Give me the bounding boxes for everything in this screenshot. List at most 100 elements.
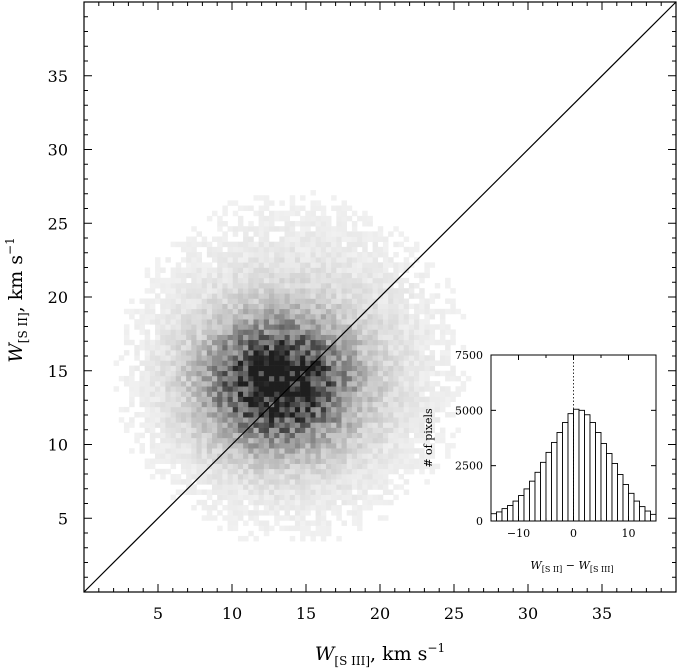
density-cell [336, 406, 342, 413]
density-cell [217, 489, 223, 495]
density-cell [284, 288, 291, 294]
density-cell [149, 437, 156, 444]
density-cell [434, 396, 441, 403]
density-cell [341, 468, 347, 475]
density-cell [320, 463, 327, 470]
density-cell [351, 298, 358, 304]
density-cell [445, 453, 451, 459]
density-cell [377, 344, 384, 351]
density-cell [424, 272, 430, 279]
density-cell [279, 381, 285, 387]
density-cell [263, 329, 270, 335]
density-cell [139, 308, 145, 315]
density-cell [414, 344, 420, 351]
density-cell [149, 448, 156, 454]
density-cell [367, 499, 373, 506]
density-cell [289, 463, 296, 470]
density-cell [346, 422, 353, 428]
density-cell [336, 401, 342, 408]
density-cell [243, 282, 249, 289]
density-cell [123, 375, 130, 382]
density-cell [357, 267, 363, 273]
density-cell [160, 370, 166, 377]
density-cell [315, 432, 322, 439]
density-cell [248, 494, 254, 501]
density-cell [315, 437, 322, 444]
density-cell [279, 277, 285, 284]
density-cell [331, 308, 337, 315]
density-cell [180, 453, 187, 459]
density-cell [367, 406, 373, 413]
density-cell [279, 396, 285, 403]
density-cell [351, 313, 358, 320]
density-cell [403, 313, 410, 320]
density-cell [305, 215, 311, 222]
density-cell [123, 324, 130, 330]
density-cell [217, 525, 223, 532]
density-cell [408, 303, 415, 310]
density-cell [274, 458, 280, 464]
density-cell [201, 381, 208, 387]
density-cell [294, 412, 301, 418]
density-cell [419, 308, 425, 315]
density-cell [274, 499, 280, 506]
density-cell [300, 329, 306, 335]
density-cell [232, 489, 239, 495]
density-cell [263, 308, 270, 315]
density-cell [320, 520, 327, 526]
density-cell [388, 422, 394, 428]
density-cell [191, 257, 197, 263]
density-cell [279, 468, 285, 475]
density-cell [196, 499, 202, 506]
density-cell [362, 427, 368, 433]
density-cell [186, 370, 192, 377]
density-cell [398, 262, 404, 268]
density-cell [253, 401, 259, 408]
density-cell [243, 386, 249, 392]
density-cell [237, 386, 244, 392]
density-cell [367, 494, 373, 501]
density-cell [212, 246, 218, 253]
density-cell [196, 339, 202, 346]
density-cell [305, 437, 311, 444]
density-cell [196, 453, 202, 459]
density-cell [263, 474, 270, 480]
density-cell [253, 344, 259, 351]
density-cell [325, 474, 332, 480]
density-cell [149, 344, 156, 351]
density-cell [372, 350, 379, 356]
density-cell [149, 412, 156, 418]
density-cell [227, 226, 234, 232]
density-cell [248, 437, 254, 444]
density-cell [357, 391, 363, 397]
density-cell [331, 236, 337, 242]
density-cell [227, 246, 234, 253]
density-cell [419, 334, 425, 341]
density-cell [258, 293, 265, 299]
density-cell [170, 277, 177, 284]
density-cell [227, 267, 234, 273]
density-cell [248, 412, 254, 418]
density-cell [362, 313, 368, 320]
density-cell [403, 319, 410, 325]
density-cell [362, 412, 368, 418]
density-cell [201, 303, 208, 310]
density-cell [274, 432, 280, 439]
density-cell [367, 344, 373, 351]
density-cell [320, 468, 327, 475]
density-cell [382, 313, 389, 320]
density-cell [258, 329, 265, 335]
density-cell [222, 334, 228, 341]
density-cell [325, 396, 332, 403]
density-cell [227, 412, 234, 418]
density-cell [263, 350, 270, 356]
density-cell [315, 267, 322, 273]
density-cell [393, 494, 399, 501]
density-cell [393, 298, 399, 304]
density-cell [227, 427, 234, 433]
density-cell [279, 401, 285, 408]
density-cell [175, 293, 182, 299]
density-cell [377, 272, 384, 279]
density-cell [180, 458, 187, 464]
density-cell [439, 339, 446, 346]
